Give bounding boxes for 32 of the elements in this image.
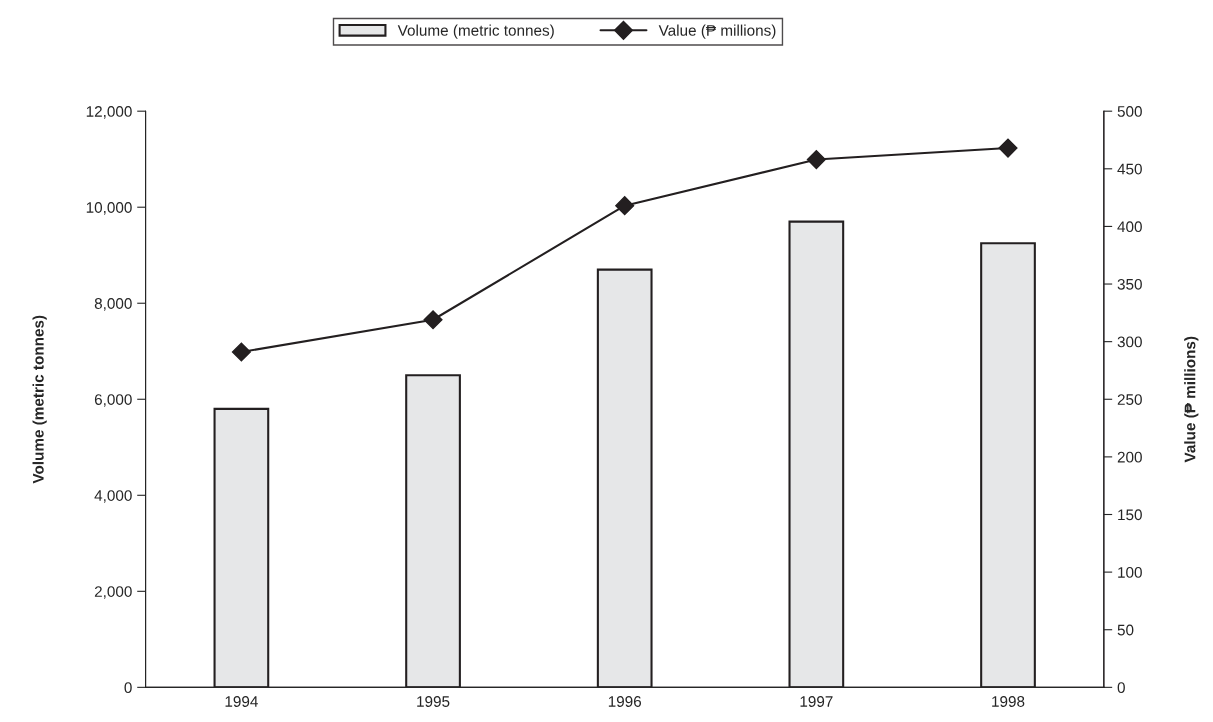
y2-axis-title: Value (₱ millions) — [1184, 336, 1199, 463]
y2-tick-label: 450 — [1117, 163, 1142, 175]
point — [998, 138, 1018, 158]
y-tick-label: 12,000 — [86, 106, 132, 119]
point — [423, 310, 443, 330]
x-tick-label: 1996 — [608, 696, 642, 707]
y-tick-label: 8,000 — [94, 298, 132, 311]
y2-tick-label: 150 — [1118, 509, 1142, 521]
point — [231, 342, 251, 362]
y2-tick-label: 50 — [1117, 624, 1134, 636]
y-tick-label: 10,000 — [86, 202, 132, 215]
point — [806, 150, 826, 170]
y2-tick-label: 0 — [1117, 682, 1125, 694]
y2-tick-label: 500 — [1117, 106, 1142, 117]
x-tick-label: 1995 — [417, 696, 450, 707]
point — [615, 196, 635, 216]
legend-label: Value (₱ millions) — [658, 24, 776, 39]
legend-label: Volume (metric tonnes) — [397, 24, 554, 39]
y-tick-label: 4,000 — [94, 490, 132, 503]
y2-tick-label: 400 — [1117, 221, 1142, 233]
y2-tick-label: 250 — [1117, 394, 1142, 405]
y2-tick-label: 300 — [1117, 336, 1142, 348]
y2-tick-label: 100 — [1118, 566, 1142, 578]
x-tick-label: 1997 — [800, 696, 833, 707]
x-tick-label: 1998 — [992, 696, 1025, 707]
y2-tick-label: 350 — [1117, 278, 1142, 290]
y-tick-label: 6,000 — [94, 394, 132, 407]
y-tick-label: 0 — [124, 682, 132, 694]
x-tick-label: 1994 — [225, 696, 258, 707]
y-tick-label: 2,000 — [94, 586, 132, 599]
y2-tick-label: 200 — [1117, 451, 1142, 463]
y-axis-title: Volume (metric tonnes) — [32, 315, 47, 484]
